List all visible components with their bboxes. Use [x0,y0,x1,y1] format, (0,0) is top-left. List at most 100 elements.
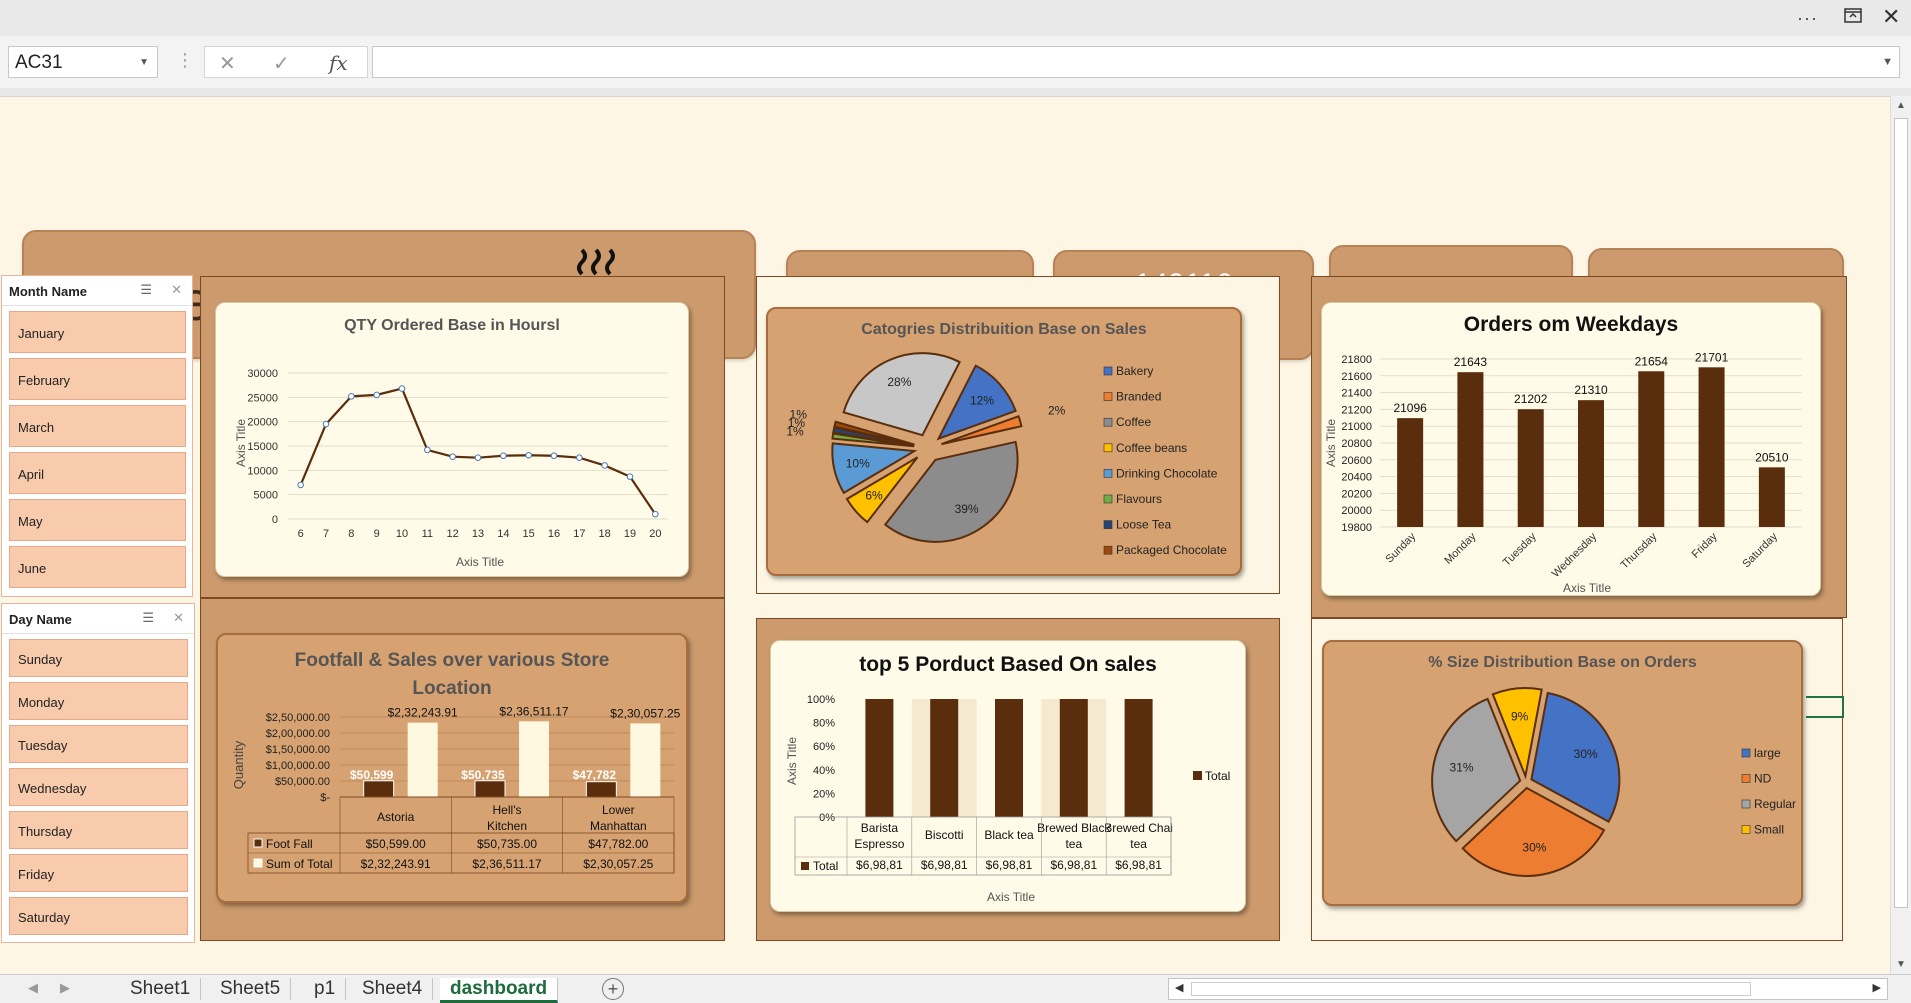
slicer-item-april[interactable]: April [9,452,186,494]
y-tick-label: 100% [807,694,835,706]
pie-slice [1431,697,1522,843]
pie-data-label: 12% [970,393,994,407]
multi-select-icon[interactable]: ☰ [142,610,154,625]
scroll-left-icon[interactable]: ◀ [1175,982,1184,994]
pie-slice [833,420,915,446]
legend-swatch [1103,545,1113,555]
pie-chart: 9% 30% 30% 31% large ND Regular Small [1431,687,1796,877]
close-icon[interactable]: ✕ [1882,4,1901,29]
slicer-item-monday[interactable]: Monday [9,682,188,720]
legend-label: Drinking Chocolate [1116,466,1218,480]
day-slicer: Day Name ☰ ✕ Sunday Monday Tuesday Wednesd… [1,603,195,943]
clear-filter-icon[interactable]: ✕ [171,282,182,297]
bar-data-label: 21643 [1454,355,1488,369]
bar [1124,699,1153,817]
slicer-item-march[interactable]: March [9,405,186,447]
slicer-item-saturday[interactable]: Saturday [9,897,188,935]
legend-swatch [1103,443,1113,453]
tab-dashboard[interactable]: dashboard [440,978,559,1003]
data-point [525,451,532,459]
scrollbar-thumb[interactable] [1894,118,1908,908]
restore-window-icon[interactable] [1844,6,1864,24]
insert-function-icon[interactable]: fx [329,51,348,75]
scrollbar-thumb[interactable] [1191,982,1751,996]
scroll-right-icon[interactable]: ▶ [1872,982,1881,994]
y-axis-title: Axis Title [1324,419,1338,467]
name-box[interactable]: AC31 ▼ [8,46,158,78]
bar-data-label: $50,599 [350,768,394,782]
data-point [373,391,380,399]
add-sheet-icon[interactable]: + [602,978,624,1000]
x-tick-label: 11 [422,528,433,540]
y-tick-label: 20000 [247,417,278,429]
data-point [576,454,583,461]
formula-input[interactable]: ▼ [372,46,1900,78]
legend-swatch [1741,774,1751,783]
pie-slice [1530,691,1621,824]
data-point [424,446,431,454]
pie-slice [941,414,1023,446]
horizontal-scrollbar[interactable]: ◀ ▶ [1168,978,1888,1000]
previous-sheet-icon[interactable]: ◀ [28,980,38,995]
slicer-item-friday[interactable]: Friday [9,854,188,892]
bar [1578,400,1604,527]
x-tick-label: 16 [548,528,560,540]
chart-qty-by-hour[interactable]: QTY Ordered Base in Hoursl 0 5000 10000 150… [215,302,689,577]
more-options-icon[interactable]: ··· [1797,8,1818,28]
bar [1059,699,1088,817]
x-tick-label: 20 [649,528,661,540]
slicer-item-thursday[interactable]: Thursday [9,811,188,849]
multi-select-icon[interactable]: ☰ [140,282,152,297]
pie-data-label: 1% [786,424,804,438]
slicer-item-tuesday[interactable]: Tuesday [9,725,188,763]
chevron-down-icon[interactable]: ▼ [139,57,149,68]
y-tick-label: 20800 [1341,438,1372,450]
table-cell: $6,98,81 [1050,858,1097,872]
legend-label: Coffee [1116,415,1151,429]
x-tick-label: Sunday [1383,530,1418,565]
pie-slice [845,456,919,524]
x-tick-label: 8 [348,528,354,540]
scroll-up-icon[interactable]: ▲ [1896,100,1906,111]
legend-label: Regular [1754,797,1796,811]
bar-data-label: 21701 [1695,350,1729,364]
x-tick-label: Tuesday [1501,530,1539,568]
clear-filter-icon[interactable]: ✕ [173,610,184,625]
legend-label: Bakery [1116,364,1153,378]
chart-weekday-orders[interactable]: Orders om Weekdays 19800 20000 20200 20400 2… [1321,302,1821,596]
slicer-item-sunday[interactable]: Sunday [9,639,188,677]
y-tick-label: 20% [813,788,835,800]
pie-data-label: 28% [887,375,911,389]
bar [519,721,549,797]
cancel-icon[interactable]: ✕ [219,53,236,75]
enter-icon[interactable]: ✓ [273,53,290,75]
legend-label: Total [1205,769,1230,783]
selected-cell[interactable] [1806,696,1844,718]
table-cell: $6,98,81 [986,858,1033,872]
chart-top-products[interactable]: top 5 Porduct Based On sales 0% 20% 40% 60%… [770,640,1246,912]
slicer-item-may[interactable]: May [9,499,186,541]
tab-sheet5[interactable]: Sheet5 [210,978,292,1000]
y-tick-label: 20400 [1341,472,1372,484]
slicer-item-wednesday[interactable]: Wednesday [9,768,188,806]
y-tick-label: $2,50,000.00 [266,712,330,724]
tab-sheet4[interactable]: Sheet4 [352,978,434,1000]
category-label: Barista [861,821,899,835]
vertical-scrollbar[interactable]: ▲ ▼ [1890,96,1911,974]
slicer-item-june[interactable]: June [9,546,186,588]
chart-store-footfall-sales[interactable]: Footfall & Sales over various Store Loca… [216,633,688,903]
slicer-item-february[interactable]: February [9,358,186,400]
x-tick-label: 19 [624,528,636,540]
scroll-down-icon[interactable]: ▼ [1896,959,1906,970]
next-sheet-icon[interactable]: ▶ [60,980,70,995]
tab-sheet1[interactable]: Sheet1 [120,978,202,1000]
y-tick-label: 21800 [1341,354,1372,366]
chart-size-distribution[interactable]: % Size Distribution Base on Orders 9% 30%… [1322,640,1803,906]
data-point [601,462,608,469]
chart-categories[interactable]: Catogries Distribuition Base on Sales 12… [766,307,1242,576]
table-row-label: Foot Fall [266,837,313,851]
expand-formula-icon[interactable]: ▼ [1882,56,1893,68]
category-label: Hell's [493,803,522,817]
slicer-item-january[interactable]: January [9,311,186,353]
tab-p1[interactable]: p1 [304,978,347,1000]
